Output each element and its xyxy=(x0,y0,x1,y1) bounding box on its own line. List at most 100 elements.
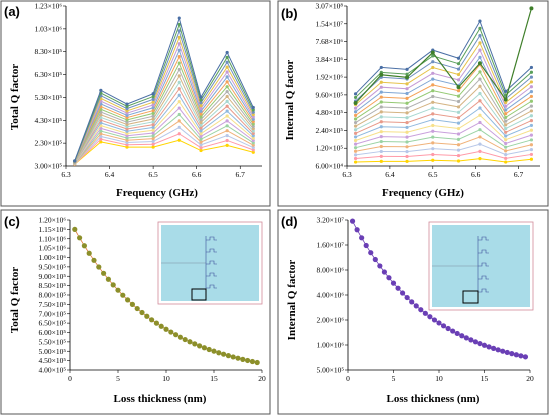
panel-d-data-point xyxy=(400,290,406,296)
panel-b-series-point xyxy=(405,82,409,86)
panel-b-series-point xyxy=(431,89,435,93)
panel-a-series-point xyxy=(251,134,255,138)
panel-b-highlight-point xyxy=(379,72,384,77)
panel-b-series-point xyxy=(353,142,358,146)
panel-a-series-point xyxy=(151,117,155,121)
panel-d-y-tick-label: 5.00×10⁵ xyxy=(317,366,345,375)
panel-b-series-point xyxy=(379,95,383,99)
panel-b-y-tick-label: 3.84×10⁶ xyxy=(316,55,344,64)
panel-b-series-point xyxy=(529,138,534,142)
panel-d-data-point xyxy=(354,227,360,233)
panel-b-series-point xyxy=(478,77,482,81)
panel-b-series-point xyxy=(478,99,482,103)
panel-b-series-point xyxy=(405,87,409,91)
panel-a-series-point xyxy=(151,108,155,113)
panel-c-xlabel: Loss thickness (nm) xyxy=(114,393,207,405)
panel-b-series-point xyxy=(405,130,409,134)
panel-c-y-tick-label: 9.00×10⁵ xyxy=(39,272,67,281)
panel-a-series-point xyxy=(199,101,203,105)
panel-a-x-tick-label: 6.4 xyxy=(105,170,115,179)
panel-a-series-point xyxy=(251,124,255,128)
panel-a-series-point xyxy=(177,42,181,46)
panel-a-series-point xyxy=(177,80,181,84)
panel-a-series-point xyxy=(251,136,255,140)
panel-b-series-point xyxy=(504,138,508,142)
panel-a-series-point xyxy=(125,116,129,120)
panel-d-x-tick-label: 20 xyxy=(526,374,534,383)
panel-b-highlight-point xyxy=(503,97,508,102)
panel-d-data-point xyxy=(349,218,356,224)
panel-a-series-point xyxy=(125,120,129,124)
panel-b-series-point xyxy=(379,105,383,109)
panel-c-data-point xyxy=(153,320,159,326)
panel-a-series-point xyxy=(199,106,203,111)
panel-b-ylabel: Internal Q factor xyxy=(284,60,296,141)
panel-b-series-point xyxy=(353,156,358,161)
panel-b-y-tick-label: 2.40×10⁵ xyxy=(316,126,344,135)
panel-c-y-tick-label: 1.00×10⁶ xyxy=(39,253,67,262)
panel-a-series-line xyxy=(74,61,254,163)
panel-d-data-point xyxy=(472,339,478,345)
panel-b-series-point xyxy=(353,153,358,157)
panel-c-data-point xyxy=(72,226,78,232)
panel-b-series-point xyxy=(405,116,409,120)
panel-b-series-point xyxy=(431,141,435,145)
panel-a-series-point xyxy=(151,142,155,146)
panel-b-series-point xyxy=(405,154,409,159)
panel-a-series-point xyxy=(199,112,203,116)
panel-c-data-point xyxy=(105,276,111,282)
panel-b-series-point xyxy=(504,134,508,138)
panel-b-series-point xyxy=(456,72,461,77)
panel-a-series-point xyxy=(199,143,203,147)
panel-c-y-tick-label: 1.15×10⁶ xyxy=(39,225,67,234)
panel-a-series-point xyxy=(225,133,229,138)
panel-b-series-point xyxy=(379,85,383,89)
panel-b-series-point xyxy=(456,121,461,125)
panel-d-data-point xyxy=(445,325,451,332)
panel-a-series-point xyxy=(125,129,129,133)
panel-a-series-point xyxy=(251,122,255,126)
panel-a-series-point xyxy=(225,55,229,59)
panel-b-series-point xyxy=(478,135,482,139)
panel-a-series-point xyxy=(251,110,255,114)
panel-a-series-point xyxy=(199,146,203,150)
panel-b-series-point xyxy=(456,116,461,120)
panel-c-ylabel: Total Q factor xyxy=(9,267,21,333)
panel-a-x-tick-label: 6.6 xyxy=(192,170,202,179)
panel-c-data-point xyxy=(120,292,126,298)
panel-d-data-point xyxy=(477,340,483,347)
panel-b-series-point xyxy=(478,113,482,117)
panel-b-series-point xyxy=(529,128,534,132)
panel-a-series-point xyxy=(151,134,155,138)
panel-c-data-point xyxy=(110,282,116,288)
panel-b-series-point xyxy=(405,101,409,105)
panel-b-series-point xyxy=(456,89,461,93)
panel-a-series-point xyxy=(151,106,155,110)
panel-a-series-line xyxy=(74,139,254,165)
panel-b-series-point xyxy=(379,159,383,163)
panel-c-y-tick-label: 1.20×10⁶ xyxy=(39,216,67,225)
panel-a-label: (a) xyxy=(4,4,20,19)
panel-b-series-point xyxy=(431,123,435,128)
panel-d-data-point xyxy=(463,335,469,341)
panel-b-series-point xyxy=(431,118,435,122)
panel-a-series-point xyxy=(177,48,181,52)
panel-d-data-point xyxy=(454,330,460,337)
panel-c-data-point xyxy=(192,341,198,347)
panel-b-series-point xyxy=(405,159,409,163)
panel-a-series-point xyxy=(177,67,181,72)
panel-b-series-point xyxy=(353,110,358,114)
panel-a-series-point xyxy=(251,145,255,150)
panel-a-series-line xyxy=(74,74,254,163)
panel-a-series-point xyxy=(199,140,203,144)
panel-d-y-tick-label: 4.00×10⁶ xyxy=(317,291,345,300)
panel-d-y-tick-label: 1.00×10⁶ xyxy=(317,341,345,350)
panel-b-y-tick-label: 4.80×10⁵ xyxy=(316,108,344,117)
panel-c-y-tick-label: 8.00×10⁵ xyxy=(39,291,67,300)
panel-b-series-point xyxy=(405,96,409,100)
panel-c-data-point xyxy=(144,313,150,319)
panel-d-x-tick-label: 0 xyxy=(346,374,350,383)
panel-d-y-tick-label: 2.00×10⁶ xyxy=(317,316,345,325)
panel-a-series-point xyxy=(199,98,203,102)
panel-a-series-point xyxy=(151,128,155,132)
